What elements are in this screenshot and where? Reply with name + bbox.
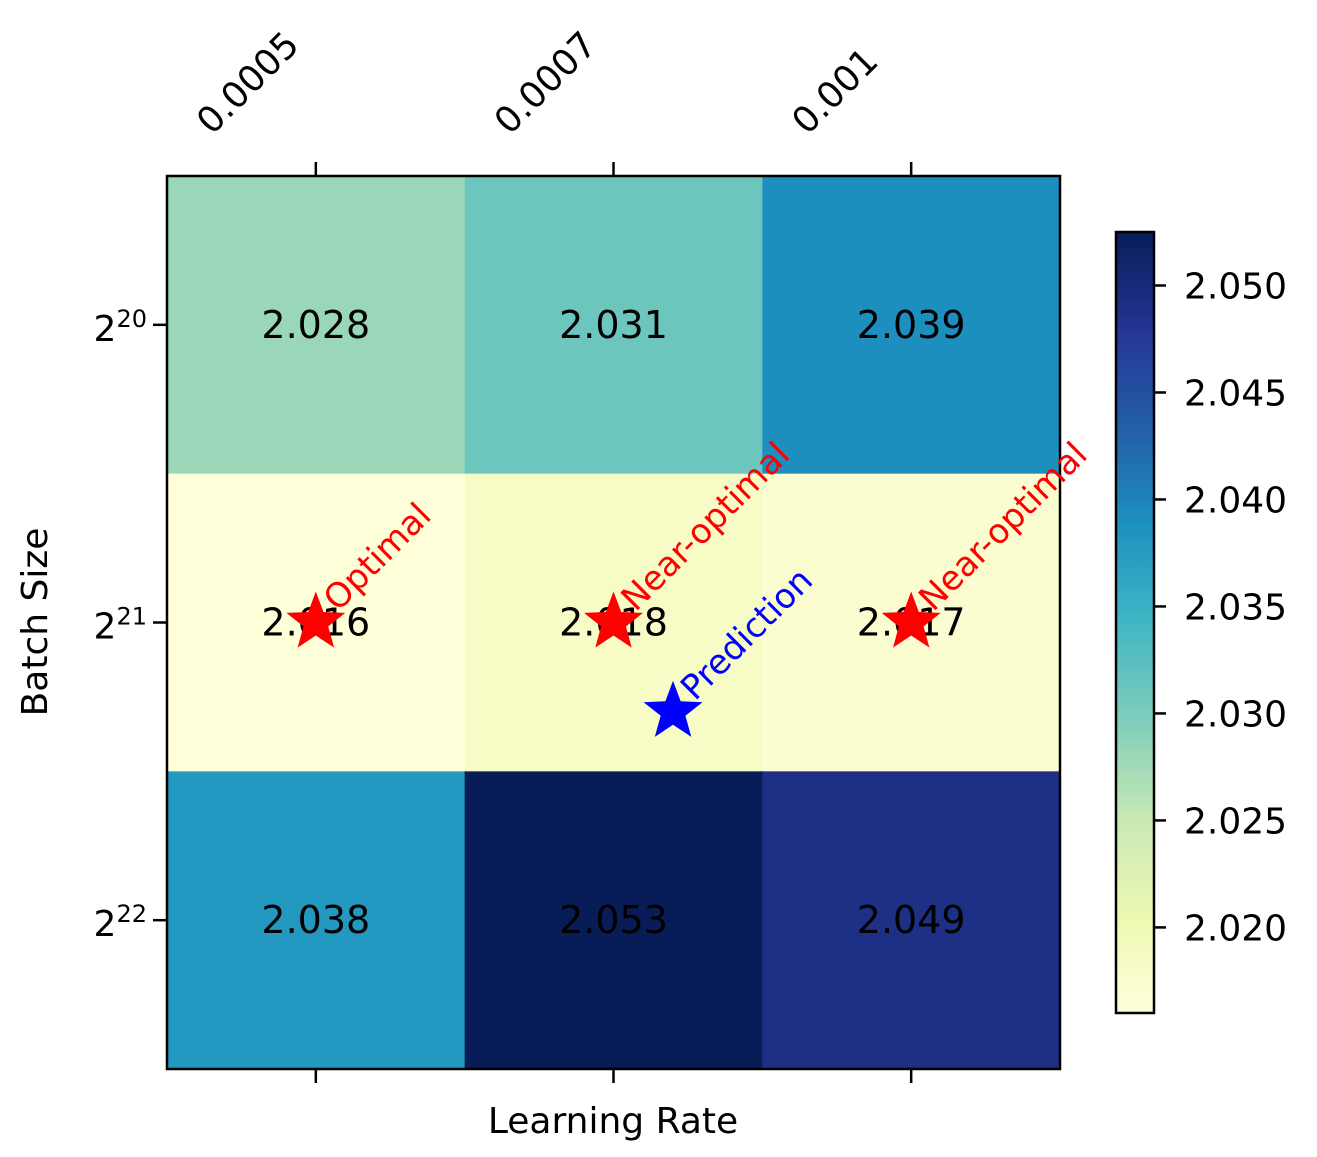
cell-value-label: 2.053 bbox=[559, 898, 668, 942]
x-tick-label: 0.0007 bbox=[487, 24, 605, 142]
colorbar-tick-label: 2.025 bbox=[1184, 801, 1287, 842]
cell-value-label: 2.039 bbox=[857, 303, 966, 347]
heatmap-cell bbox=[464, 771, 763, 1070]
heatmap-cell bbox=[464, 176, 763, 475]
colorbar-tick-label: 2.040 bbox=[1184, 480, 1287, 521]
colorbar-tick-label: 2.030 bbox=[1184, 694, 1287, 735]
y-axis-label: Batch Size bbox=[15, 528, 56, 717]
star-marker bbox=[643, 680, 703, 737]
colorbar-ticks: 2.020 2.025 2.030 2.035 2.040 2.045 2.050 bbox=[1154, 266, 1287, 949]
heatmap-cell bbox=[762, 176, 1061, 475]
colorbar-tick-label: 2.035 bbox=[1184, 587, 1287, 628]
x-axis-label: Learning Rate bbox=[488, 1101, 738, 1142]
heatmap-cell bbox=[762, 771, 1061, 1070]
star-marker bbox=[286, 591, 346, 648]
cell-value-label: 2.031 bbox=[559, 303, 668, 347]
y-tick-label: 222 bbox=[94, 900, 147, 945]
x-tick-label: 0.001 bbox=[785, 40, 887, 142]
colorbar-tick-label: 2.020 bbox=[1184, 908, 1287, 949]
colorbar-tick-label: 2.045 bbox=[1184, 373, 1287, 414]
cell-value-label: 2.049 bbox=[857, 898, 966, 942]
cell-value-labels: 2.0282.0312.0392.0162.0182.0172.0382.053… bbox=[261, 303, 965, 942]
colorbar-gradient bbox=[1114, 230, 1156, 1015]
star-marker bbox=[584, 591, 643, 648]
x-tick-label: 0.0005 bbox=[189, 24, 307, 142]
y-tick-label: 220 bbox=[94, 305, 147, 350]
star-marker bbox=[881, 591, 941, 648]
cell-value-label: 2.038 bbox=[261, 898, 370, 942]
heatmap-cell bbox=[167, 771, 466, 1070]
colorbar-tick-label: 2.050 bbox=[1184, 266, 1287, 307]
heatmap-cell bbox=[167, 176, 466, 475]
colorbar: 2.020 2.025 2.030 2.035 2.040 2.045 2.050 bbox=[1114, 230, 1287, 1015]
y-tick-label: 221 bbox=[94, 603, 147, 648]
y-axis-ticks: 220 221 222 bbox=[94, 305, 167, 945]
cell-value-label: 2.028 bbox=[261, 303, 370, 347]
